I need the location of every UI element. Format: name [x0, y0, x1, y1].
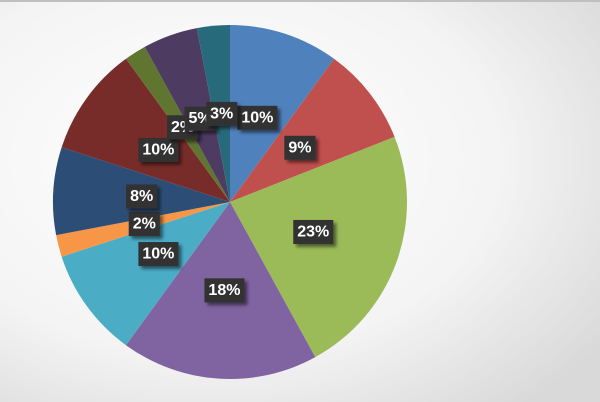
data-label-text: 10%: [241, 109, 273, 126]
data-label: 8%: [126, 184, 158, 209]
data-label-text: 3%: [210, 105, 233, 122]
pie-slice: [61, 202, 231, 346]
data-label: 3%: [206, 101, 238, 126]
data-label: 10%: [237, 105, 278, 130]
pie-slice: [230, 136, 407, 358]
data-label-text: 8%: [130, 188, 153, 205]
data-label-text: 18%: [208, 282, 240, 299]
pie: [52, 25, 407, 379]
data-label: 9%: [284, 135, 316, 160]
data-label-text: 10%: [142, 246, 174, 263]
data-label-text: 9%: [288, 139, 311, 156]
data-label: 23%: [293, 219, 334, 244]
data-label: 10%: [138, 242, 179, 267]
data-label-box: [128, 212, 160, 237]
pie-slice: [230, 25, 335, 202]
data-label-text: 10%: [142, 141, 174, 158]
data-label-box: [138, 242, 179, 267]
data-label-box: [138, 137, 179, 162]
data-label-text: 5%: [188, 110, 211, 127]
pie-slice: [230, 58, 395, 203]
data-label: 10%: [138, 137, 179, 162]
data-label-text: 23%: [297, 223, 329, 240]
data-label-box: [206, 101, 238, 126]
data-label-box: [204, 278, 245, 303]
data-label-box: [284, 135, 316, 160]
data-label-box: [293, 219, 334, 244]
data-label: 18%: [204, 278, 245, 303]
data-label-box: [126, 184, 158, 209]
data-label-text: 2%: [133, 216, 156, 233]
data-label: 2%: [128, 212, 160, 237]
pie-slice: [61, 58, 231, 203]
data-labels: 10%9%23%18%10%2%8%10%2%5%3%: [126, 101, 334, 303]
data-label-box: [237, 105, 278, 130]
